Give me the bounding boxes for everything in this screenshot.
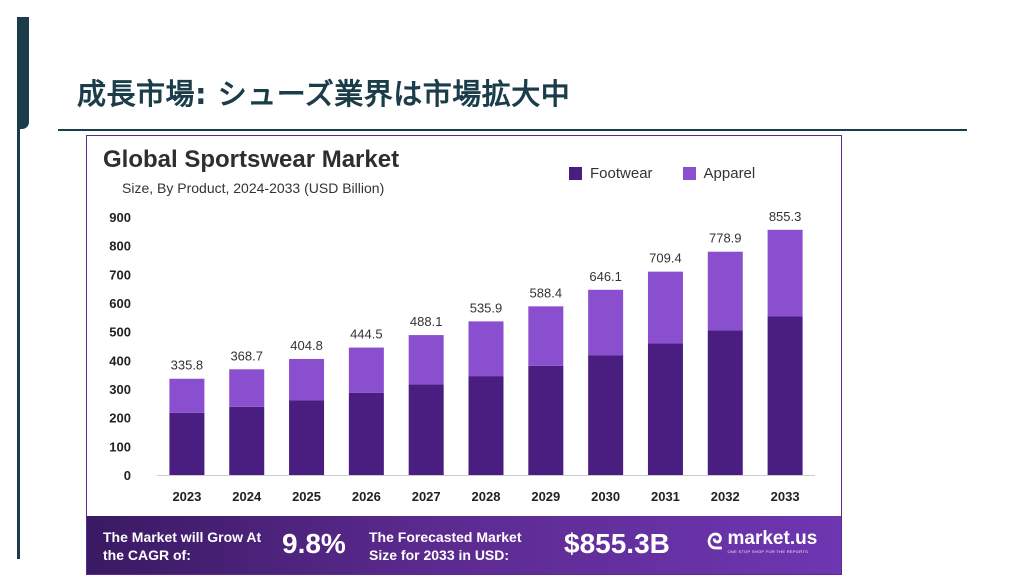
x-tick-label-2029: 2029 <box>531 489 560 504</box>
accent-line <box>17 129 20 559</box>
legend-swatch-footwear <box>569 167 582 180</box>
total-label-2028: 535.9 <box>470 300 503 315</box>
total-label-2033: 855.3 <box>769 209 802 224</box>
x-tick-label-2024: 2024 <box>232 489 262 504</box>
chart-legend: Footwear Apparel <box>569 165 755 182</box>
y-tick-label: 400 <box>109 353 131 368</box>
total-label-2029: 588.4 <box>530 285 563 300</box>
bar-apparel-2032 <box>707 251 743 331</box>
logo-text: market.us <box>727 528 818 549</box>
bar-apparel-2028 <box>468 321 504 377</box>
infographic-footer: The Market will Grow At the CAGR of: 9.8… <box>87 516 841 574</box>
total-label-2032: 778.9 <box>709 231 742 246</box>
bar-apparel-2031 <box>647 271 683 344</box>
y-tick-label: 600 <box>109 296 131 311</box>
legend-label-footwear: Footwear <box>590 165 653 182</box>
bar-apparel-2023 <box>169 378 205 413</box>
x-tick-label-2031: 2031 <box>651 489 680 504</box>
title-divider <box>58 129 967 131</box>
x-tick-label-2027: 2027 <box>412 489 441 504</box>
bar-footwear-2029 <box>528 365 564 475</box>
forecast-text: The Forecasted Market Size for 2033 in U… <box>369 529 522 563</box>
forecast-value: $855.3B <box>564 528 670 559</box>
bar-footwear-2024 <box>229 406 265 475</box>
market-us-logo: ᘓ market.us ONE STOP SHOP FOR THE REPORT… <box>707 528 818 554</box>
y-tick-label: 700 <box>109 267 131 282</box>
x-tick-label-2030: 2030 <box>591 489 620 504</box>
x-tick-label-2033: 2033 <box>771 489 800 504</box>
total-label-2031: 709.4 <box>649 251 682 266</box>
logo-tagline: ONE STOP SHOP FOR THE REPORTS <box>727 549 809 554</box>
bar-apparel-2025 <box>289 358 325 401</box>
y-tick-label: 0 <box>124 468 131 483</box>
total-label-2026: 444.5 <box>350 327 383 342</box>
bar-apparel-2027 <box>408 335 444 385</box>
bar-apparel-2029 <box>528 306 564 366</box>
legend-swatch-apparel <box>682 167 696 180</box>
bar-apparel-2030 <box>588 289 624 356</box>
total-label-2025: 404.8 <box>290 338 323 353</box>
total-label-2027: 488.1 <box>410 314 443 329</box>
bar-footwear-2030 <box>588 355 624 475</box>
bar-apparel-2033 <box>767 229 803 317</box>
bar-footwear-2031 <box>647 343 683 475</box>
x-tick-label-2026: 2026 <box>352 489 381 504</box>
chart-title: Global Sportswear Market <box>103 146 400 173</box>
bar-apparel-2026 <box>348 347 384 393</box>
x-tick-label-2032: 2032 <box>711 489 740 504</box>
y-tick-label: 300 <box>109 382 131 397</box>
bar-footwear-2025 <box>289 400 325 475</box>
total-label-2024: 368.7 <box>230 348 263 363</box>
total-label-2030: 646.1 <box>589 269 622 284</box>
cagr-value: 9.8% <box>282 528 346 559</box>
y-tick-label: 100 <box>109 439 131 454</box>
bar-footwear-2027 <box>408 384 444 475</box>
market-infographic: 0 100 200 300 400 500 600 700 800 900 335.8 2023 368… <box>86 135 842 575</box>
y-tick-label: 800 <box>109 239 131 254</box>
x-tick-label-2028: 2028 <box>472 489 501 504</box>
bar-footwear-2026 <box>348 392 384 475</box>
x-tick-label-2025: 2025 <box>292 489 321 504</box>
accent-bar <box>17 17 29 129</box>
legend-label-apparel: Apparel <box>703 165 756 182</box>
logo-icon: ᘓ <box>707 529 723 554</box>
bar-apparel-2024 <box>229 369 265 407</box>
legend-item-footwear: Footwear <box>569 165 653 182</box>
bar-footwear-2033 <box>767 316 803 475</box>
total-label-2023: 335.8 <box>171 358 204 373</box>
bar-footwear-2032 <box>707 330 743 475</box>
chart-subtitle: Size, By Product, 2024-2033 (USD Billion… <box>122 180 385 196</box>
slide-title: 成長市場: シューズ業界は市場拡大中 <box>77 77 571 111</box>
bar-footwear-2023 <box>169 412 205 475</box>
y-tick-label: 200 <box>109 411 131 426</box>
chart-svg: 0 100 200 300 400 500 600 700 800 900 335.8 2023 368… <box>109 209 815 504</box>
bar-footwear-2028 <box>468 376 504 475</box>
legend-item-apparel: Apparel <box>682 165 756 182</box>
y-tick-label: 900 <box>109 210 131 225</box>
x-tick-label-2023: 2023 <box>172 489 201 504</box>
y-tick-label: 500 <box>109 325 131 340</box>
cagr-text: The Market will Grow At the CAGR of: <box>103 529 262 563</box>
